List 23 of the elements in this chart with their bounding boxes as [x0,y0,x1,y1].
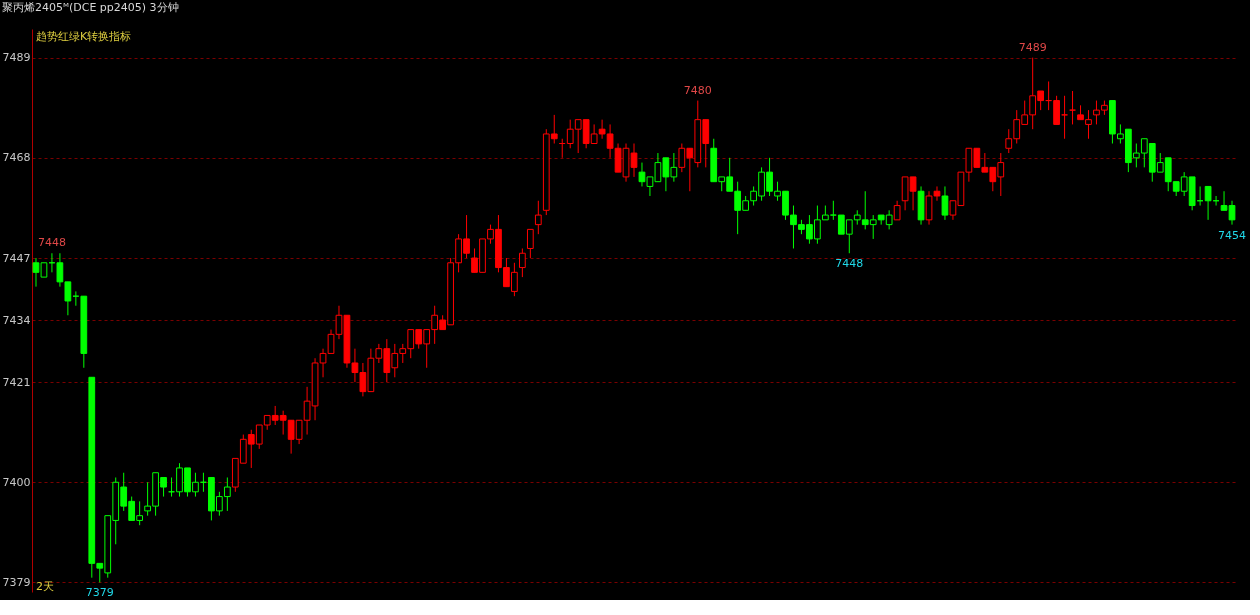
candlestick [941,185,949,221]
chart-title: 聚丙烯2405ᴹ(DCE pp2405) 3分钟 [2,1,179,14]
candlestick [519,247,526,278]
annotation: 7448 [835,257,864,271]
annotation: 7379 [85,586,114,600]
y-tick-label: 7421 [2,375,31,389]
candlestick [1069,90,1076,125]
annotation: 7454 [1218,228,1247,242]
y-tick-label: 7447 [2,251,31,265]
annotation: 7489 [1018,40,1047,54]
candlestick [526,228,534,259]
candlestick [1053,95,1060,125]
y-tick-label: 7489 [2,51,31,65]
annotation: 7480 [683,83,712,97]
y-tick-label: 7379 [2,575,31,589]
annotation: 2天 [36,580,54,593]
candlestick [534,200,542,235]
y-tick-label: 7468 [2,151,31,165]
annotation: 7448 [37,236,66,250]
y-tick-label: 7434 [2,313,31,327]
candlestick [1061,95,1068,140]
y-tick-label: 7400 [2,475,31,489]
annotation: 趋势红绿K转换指标 [36,30,132,43]
